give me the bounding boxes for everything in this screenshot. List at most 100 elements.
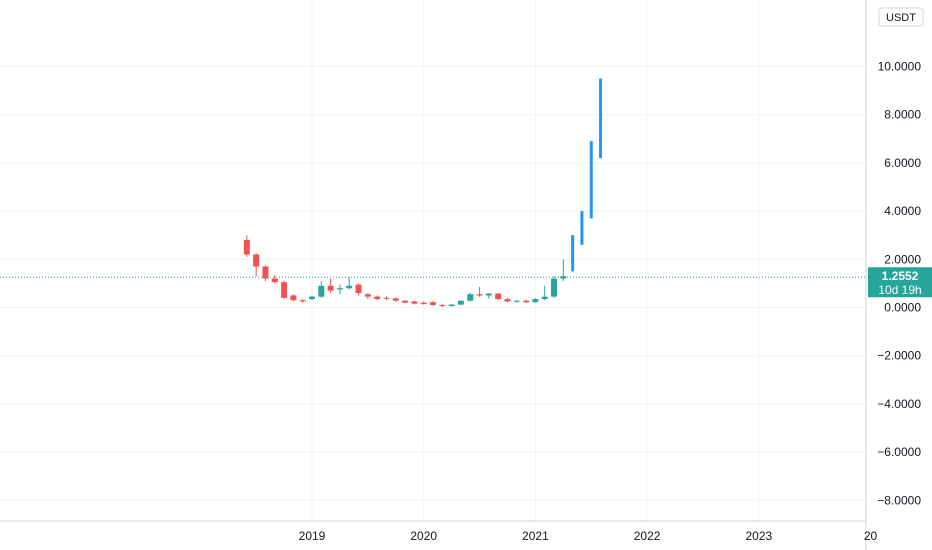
y-tick-label: 2.0000 [884,252,921,266]
candle[interactable] [318,280,325,298]
candle[interactable] [571,235,575,272]
candle-body [448,304,455,307]
candle[interactable] [599,78,603,159]
candle-body [457,300,464,305]
y-tick-label: 0.0000 [884,301,921,315]
candle[interactable] [589,141,593,219]
x-tick-label: 2022 [634,529,661,543]
candle-body [541,296,548,300]
x-tick-label: 2023 [745,529,772,543]
currency-badge[interactable]: USDT [878,7,924,27]
candle[interactable] [551,276,558,298]
candle[interactable] [243,235,250,257]
candle[interactable] [364,293,371,300]
candle[interactable] [392,297,399,302]
price-tag: 1.2552 10d 19h [868,267,932,298]
candle-body [523,300,530,303]
candle[interactable] [346,277,353,290]
candle[interactable] [290,294,297,302]
candle-body [299,300,306,302]
candle-body [467,294,474,301]
candle-body [346,285,353,289]
candle[interactable] [580,211,584,245]
candle[interactable] [457,300,464,306]
candle[interactable] [430,300,437,306]
candle[interactable] [485,293,492,299]
price-tag-value: 1.2552 [882,269,919,283]
candle-body [402,300,409,303]
candle[interactable] [420,301,427,305]
x-tick-label: 2019 [299,529,326,543]
candle[interactable] [374,295,381,301]
candle-body [262,266,269,279]
candle[interactable] [513,300,520,303]
candle-body [551,278,558,297]
candle-body [504,299,511,302]
candle-body [253,254,260,267]
candles-layer [243,78,603,308]
y-tick-label: −2.0000 [877,349,921,363]
candle-body [336,288,343,290]
candle-body [271,278,278,283]
candle-body [420,302,427,305]
currency-label: USDT [886,12,916,24]
candle-body [290,295,297,301]
candle-body [281,282,288,298]
candle[interactable] [504,297,511,303]
x-tick-label: 2021 [522,529,549,543]
candle[interactable] [467,293,474,302]
candle-body [439,305,446,307]
candle[interactable] [355,283,362,296]
candle-body [392,298,399,301]
candle-body [327,285,334,291]
candle[interactable] [448,304,455,307]
y-tick-label: 4.0000 [884,204,921,218]
x-axis-ticks[interactable]: 2019 2020 2021 2022 2023 20 [299,529,878,543]
candle[interactable] [439,304,446,308]
candle-body [430,302,437,306]
y-tick-label: −8.0000 [877,493,921,507]
candle-body [476,294,483,296]
candle-body [355,284,362,294]
candle[interactable] [262,265,269,281]
candle[interactable] [299,299,306,303]
candle[interactable] [411,300,418,305]
y-axis-ticks[interactable]: 10.0000 8.0000 6.0000 4.0000 2.0000 0.0000 −2.… [877,60,921,508]
candle-body [383,297,390,299]
candle-body [495,293,502,300]
candle-body [318,285,325,297]
candle-body [599,78,603,159]
candle[interactable] [402,300,409,304]
candle[interactable] [523,299,530,304]
candle-body [411,301,418,304]
candle-body [589,141,593,219]
x-tick-label: 20 [864,529,878,543]
candle[interactable] [253,253,260,277]
candle-body [309,296,315,300]
candle[interactable] [532,298,539,303]
candle[interactable] [327,278,334,294]
candle-body [374,296,381,300]
y-tick-label: 10.0000 [878,60,922,74]
candle-body [485,293,492,296]
x-tick-label: 2020 [410,529,437,543]
currency-badge-box [878,7,924,27]
candle[interactable] [336,284,343,295]
candle[interactable] [271,274,278,284]
candle[interactable] [383,296,390,301]
candle[interactable] [281,280,288,300]
candle-body [580,211,584,245]
candle-body [513,300,520,302]
y-tick-label: 8.0000 [884,108,921,122]
candle[interactable] [541,285,548,301]
candle-body [571,235,575,272]
y-tick-label: 6.0000 [884,156,921,170]
candle[interactable] [495,293,502,301]
price-tag-background [868,267,932,298]
candle[interactable] [560,259,567,281]
candle[interactable] [476,287,483,297]
candle[interactable] [309,295,315,301]
